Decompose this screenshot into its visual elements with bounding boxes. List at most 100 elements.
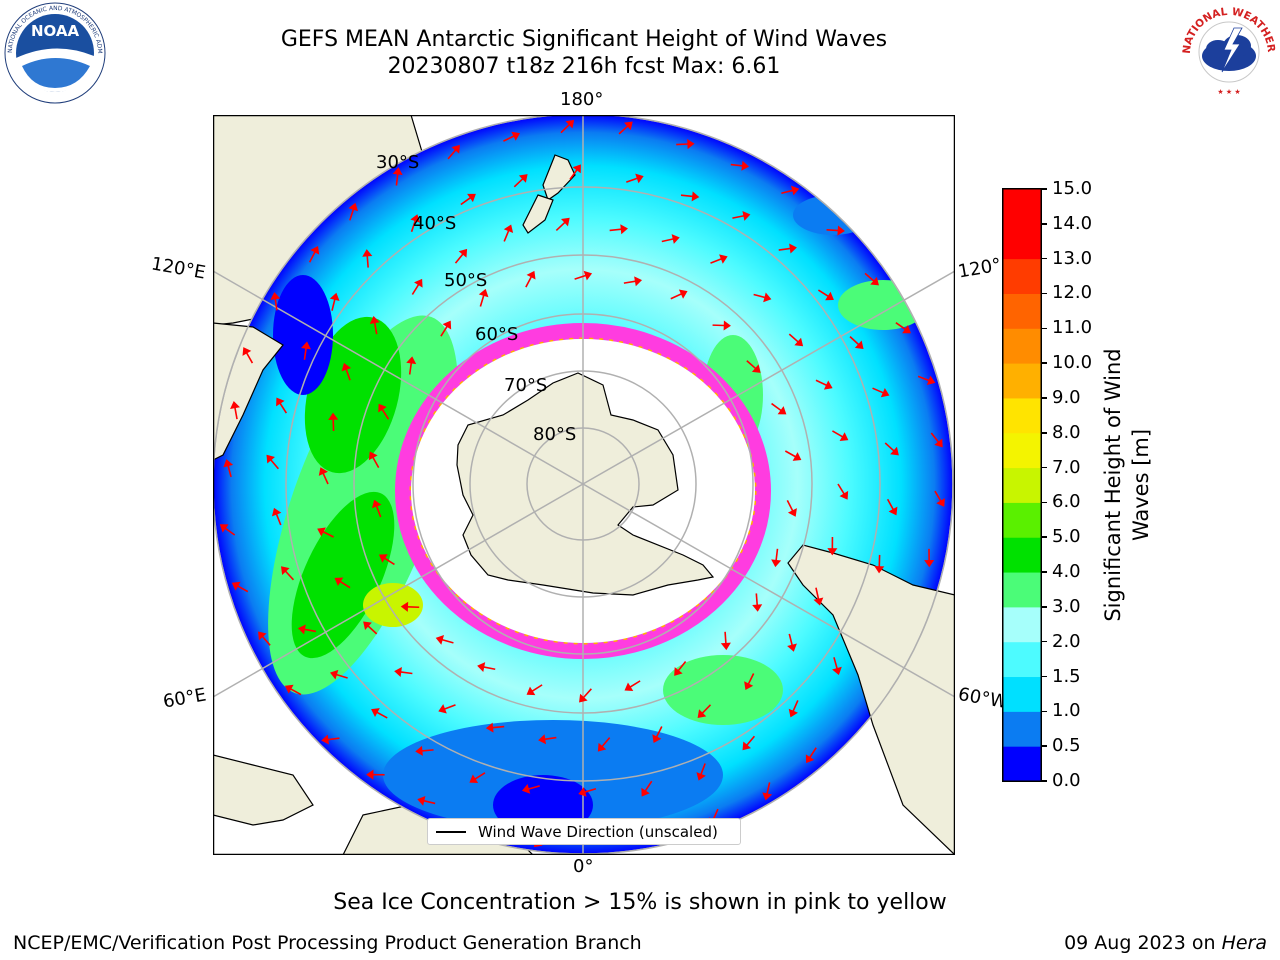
wind-wave-arrow <box>815 587 820 600</box>
wind-wave-arrowhead <box>888 506 898 516</box>
wind-wave-arrowhead <box>368 451 378 461</box>
wind-wave-arrow <box>400 671 413 675</box>
wind-wave-arrowhead <box>723 320 731 331</box>
svg-text:★ ★ ★: ★ ★ ★ <box>1217 88 1240 96</box>
wind-wave-arrowhead <box>788 708 798 718</box>
colorbar-tick-label: 11.0 <box>1052 317 1093 339</box>
wind-wave-arrow <box>492 725 505 729</box>
colorbar-tick-label: 12.0 <box>1052 282 1093 304</box>
colorbar-tick-label: 7.0 <box>1052 456 1081 478</box>
wind-wave-arrowhead <box>671 234 680 244</box>
wind-wave-arrowhead <box>624 682 634 692</box>
map-legend: Wind Wave Direction (unscaled) <box>427 818 741 845</box>
wind-wave-arrowhead <box>371 708 380 717</box>
wind-wave-arrowhead <box>341 362 352 372</box>
wind-wave-arrowhead <box>310 245 320 255</box>
wind-wave-arrow <box>886 498 895 511</box>
wind-wave-arrowhead <box>902 324 911 334</box>
wind-wave-arrow <box>629 680 641 688</box>
wind-wave-arrow <box>261 635 271 646</box>
colorbar-tick-mark <box>1042 675 1047 678</box>
wind-wave-arrowhead <box>561 217 570 227</box>
wind-wave-arrowhead <box>284 684 294 694</box>
colorbar-segment <box>1003 432 1041 469</box>
colorbar-tick-label: 0.5 <box>1052 735 1081 757</box>
wind-wave-arrow <box>366 255 369 268</box>
wind-wave-arrow <box>335 673 348 679</box>
wind-wave-arrow <box>339 580 351 589</box>
colorbar-tick-label: 9.0 <box>1052 386 1081 408</box>
wind-wave-arrow <box>245 352 254 364</box>
colorbar-tick-label: 15.0 <box>1052 178 1093 199</box>
wind-wave-arrow <box>474 772 486 780</box>
wind-wave-arrow <box>786 500 794 512</box>
noaa-logo-text: NOAA <box>31 22 80 40</box>
colorbar-segment <box>1003 746 1041 782</box>
wind-wave-arrowhead <box>231 581 241 591</box>
wind-wave-arrow <box>755 593 759 606</box>
wind-wave-arrowhead <box>369 316 380 324</box>
wind-wave-arrowhead <box>417 795 426 806</box>
wind-wave-arrowhead <box>583 270 593 281</box>
wind-wave-arrow <box>644 780 653 792</box>
wind-wave-arrowhead <box>926 375 936 386</box>
wind-wave-arrowhead <box>720 642 731 651</box>
wind-wave-arrow <box>269 459 279 470</box>
wind-wave-arrowhead <box>936 498 945 507</box>
wind-wave-arrowhead <box>276 397 285 407</box>
wind-wave-arrowhead <box>223 459 234 468</box>
colorbar-tick-label: 3.0 <box>1052 595 1081 617</box>
wind-wave-arrow <box>454 253 464 264</box>
colorbar-tick-mark <box>1042 432 1047 434</box>
wind-wave-arrowhead <box>572 164 581 174</box>
wind-wave-arrowhead <box>854 340 864 350</box>
wind-wave-arrowhead <box>890 446 899 456</box>
wind-wave-arrowhead <box>485 722 494 733</box>
chart-subtitle: 20230807 t18z 216h fcst Max: 6.61 <box>387 54 781 79</box>
colorbar-tick-mark <box>1042 292 1047 295</box>
wind-wave-arrowhead <box>697 709 707 718</box>
sea-ice-note: Sea Ice Concentration > 15% is shown in … <box>333 890 947 915</box>
wind-wave-arrow <box>747 673 755 685</box>
wind-wave-arrowhead <box>469 774 479 784</box>
wind-wave-arrows <box>219 119 945 848</box>
wind-wave-arrow <box>349 208 355 221</box>
colorbar-tick-mark <box>1042 536 1047 538</box>
wind-wave-arrow <box>626 177 638 183</box>
wind-wave-arrow <box>381 408 390 420</box>
colorbar-segment <box>1003 711 1041 747</box>
wind-wave-arrow <box>700 763 706 775</box>
colorbar-tick-mark <box>1042 327 1047 330</box>
colorbar-tick-mark <box>1042 745 1047 747</box>
wind-wave-arrow <box>303 347 307 360</box>
wind-wave-arrow <box>367 625 378 635</box>
wind-wave-arrowhead <box>934 438 943 448</box>
wind-wave-arrow <box>849 336 860 346</box>
lat-label-80s: 80°S <box>533 424 577 445</box>
colorbar-segment <box>1003 397 1041 434</box>
wind-wave-arrow <box>815 379 828 387</box>
wind-wave-arrowhead <box>763 292 772 303</box>
wind-wave-arrow <box>411 283 420 295</box>
wind-wave-arrowhead <box>597 742 607 752</box>
wind-wave-arrowhead <box>741 160 750 171</box>
wind-wave-arrowhead <box>805 754 815 764</box>
wind-wave-arrow <box>732 214 745 219</box>
wind-wave-arrow <box>808 747 817 759</box>
colorbar-tick-mark <box>1042 640 1047 643</box>
colorbar-tick-mark <box>1042 780 1047 782</box>
wind-wave-arrowhead <box>813 597 824 606</box>
wind-wave-arrow <box>322 472 329 485</box>
wind-wave-arrow <box>724 631 727 644</box>
wind-wave-arrow <box>788 333 799 343</box>
colorbar-segment <box>1003 606 1041 643</box>
wind-wave-arrowhead <box>787 643 797 652</box>
colorbar-tick-mark <box>1042 710 1047 713</box>
noaa-logo: NATIONAL OCEANIC AND ATMOSPHERIC ADMINIS… <box>0 0 106 104</box>
wind-wave-arrowhead <box>794 337 804 347</box>
colorbar-tick-mark <box>1042 501 1047 504</box>
wind-wave-arrowhead <box>271 507 282 517</box>
lat-label-70s: 70°S <box>504 375 548 396</box>
wind-wave-arrow <box>290 688 302 696</box>
wind-wave-arrow <box>746 360 757 370</box>
